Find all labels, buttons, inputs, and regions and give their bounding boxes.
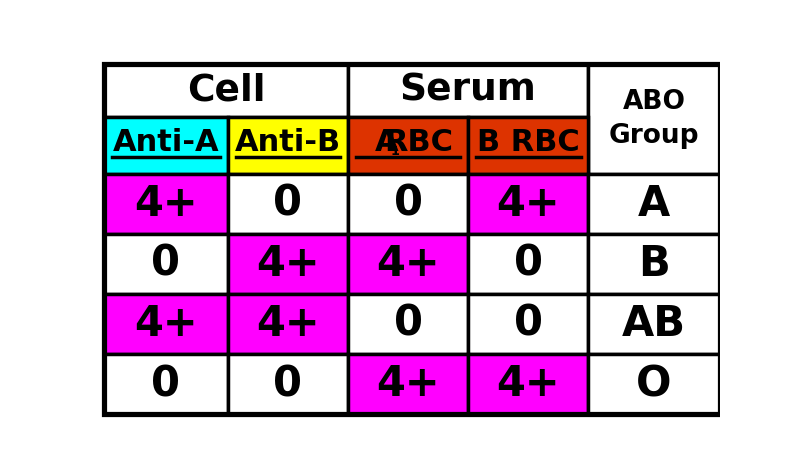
Text: A: A	[374, 128, 398, 157]
Text: 0: 0	[394, 183, 422, 225]
Text: O: O	[636, 363, 672, 405]
Bar	[104, 354, 228, 414]
Bar	[468, 294, 588, 354]
Bar	[104, 234, 228, 294]
Bar	[228, 354, 348, 414]
Text: Serum: Serum	[400, 73, 537, 109]
Text: Anti-B: Anti-B	[235, 128, 341, 157]
Text: RBC: RBC	[385, 128, 454, 157]
Text: 4+: 4+	[256, 243, 320, 285]
Text: 0: 0	[274, 363, 302, 405]
Text: 4+: 4+	[496, 363, 560, 405]
Bar	[588, 294, 720, 354]
Text: B RBC: B RBC	[477, 128, 579, 157]
Text: 4+: 4+	[496, 183, 560, 225]
Bar	[348, 174, 468, 234]
Bar	[228, 234, 348, 294]
Bar	[588, 174, 720, 234]
Bar	[468, 117, 588, 174]
Text: 4+: 4+	[256, 303, 320, 345]
Text: A: A	[638, 183, 670, 225]
Text: AB: AB	[622, 303, 686, 345]
Text: 0: 0	[274, 183, 302, 225]
Text: 4+: 4+	[376, 363, 440, 405]
Text: 0: 0	[514, 303, 542, 345]
Text: 4+: 4+	[134, 303, 198, 345]
Bar	[228, 174, 348, 234]
Bar	[588, 354, 720, 414]
Text: 0: 0	[151, 363, 180, 405]
Bar	[228, 294, 348, 354]
Text: Cell: Cell	[186, 73, 265, 109]
Text: 0: 0	[394, 303, 422, 345]
Text: ABO
Group: ABO Group	[609, 89, 699, 149]
Bar	[104, 64, 348, 117]
Text: 0: 0	[151, 243, 180, 285]
Bar	[468, 174, 588, 234]
Text: 4+: 4+	[376, 243, 440, 285]
Bar	[348, 354, 468, 414]
Bar	[228, 117, 348, 174]
Text: B: B	[638, 243, 670, 285]
Bar	[348, 294, 468, 354]
Bar	[104, 294, 228, 354]
Bar	[588, 234, 720, 294]
Text: 0: 0	[514, 243, 542, 285]
Bar	[104, 174, 228, 234]
Bar	[348, 64, 588, 117]
Bar	[348, 117, 468, 174]
Bar	[468, 234, 588, 294]
Text: ₁: ₁	[391, 139, 400, 159]
Bar	[588, 64, 720, 174]
Bar	[104, 117, 228, 174]
Text: Anti-A: Anti-A	[113, 128, 219, 157]
Text: 4+: 4+	[134, 183, 198, 225]
Bar	[348, 234, 468, 294]
Bar	[468, 354, 588, 414]
